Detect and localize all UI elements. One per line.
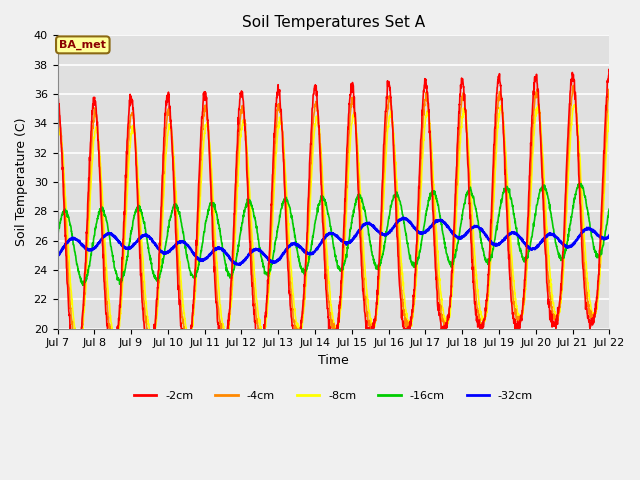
X-axis label: Time: Time: [318, 354, 349, 367]
-2cm: [54, 97, 61, 103]
-16cm: [605, 206, 613, 212]
-8cm: [54, 136, 61, 142]
-32cm: [207, 250, 215, 256]
-32cm: [400, 215, 408, 221]
-4cm: [349, 98, 357, 104]
-8cm: [573, 105, 580, 110]
-2cm: [605, 68, 613, 74]
-32cm: [362, 221, 369, 227]
-2cm: [362, 316, 369, 322]
-16cm: [79, 282, 86, 288]
-4cm: [72, 344, 80, 350]
-32cm: [54, 252, 61, 258]
-16cm: [54, 233, 61, 239]
-4cm: [208, 191, 216, 196]
-8cm: [362, 275, 369, 281]
Line: -8cm: -8cm: [58, 104, 609, 344]
-16cm: [572, 188, 580, 194]
-8cm: [494, 125, 502, 131]
-32cm: [605, 232, 613, 238]
-16cm: [362, 211, 369, 216]
-8cm: [557, 298, 565, 303]
-32cm: [349, 236, 357, 241]
-16cm: [577, 181, 585, 187]
-2cm: [349, 89, 357, 95]
-4cm: [362, 294, 369, 300]
-32cm: [236, 262, 244, 268]
-8cm: [605, 107, 613, 113]
Line: -32cm: -32cm: [58, 218, 609, 265]
-4cm: [557, 288, 564, 294]
Title: Soil Temperatures Set A: Soil Temperatures Set A: [242, 15, 425, 30]
-8cm: [75, 341, 83, 347]
-16cm: [494, 218, 502, 224]
-16cm: [557, 255, 564, 261]
Line: -2cm: -2cm: [58, 69, 609, 357]
Line: -16cm: -16cm: [58, 184, 609, 285]
-8cm: [208, 167, 216, 173]
-16cm: [349, 207, 357, 213]
-2cm: [494, 77, 502, 83]
-16cm: [208, 201, 216, 207]
-2cm: [208, 203, 216, 208]
-4cm: [570, 83, 577, 88]
Y-axis label: Soil Temperature (C): Soil Temperature (C): [15, 118, 28, 246]
-8cm: [349, 114, 357, 120]
-2cm: [72, 354, 80, 360]
-2cm: [572, 110, 580, 116]
-4cm: [494, 101, 502, 107]
-4cm: [573, 109, 580, 115]
-32cm: [494, 242, 502, 248]
-4cm: [54, 117, 61, 123]
-32cm: [573, 237, 580, 243]
-4cm: [605, 87, 613, 93]
Text: BA_met: BA_met: [60, 40, 106, 50]
Line: -4cm: -4cm: [58, 85, 609, 347]
-32cm: [557, 240, 565, 245]
-8cm: [535, 101, 543, 107]
-2cm: [557, 283, 564, 288]
Legend: -2cm, -4cm, -8cm, -16cm, -32cm: -2cm, -4cm, -8cm, -16cm, -32cm: [129, 386, 538, 405]
-2cm: [605, 66, 613, 72]
